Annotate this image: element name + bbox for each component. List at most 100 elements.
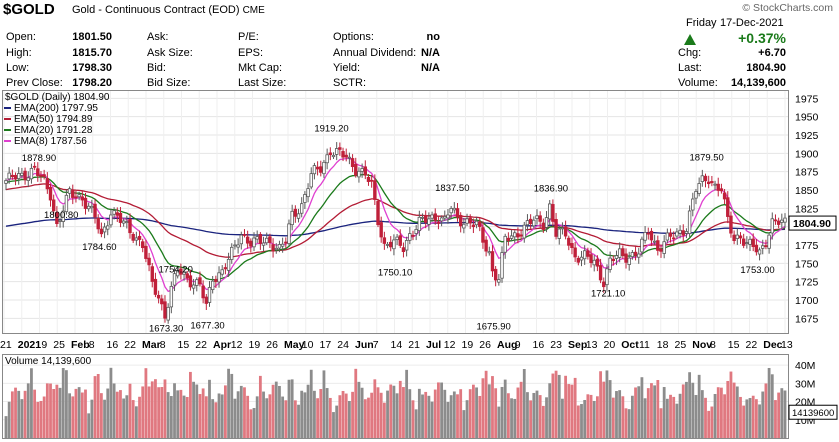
candle-body [735,234,740,239]
candle-body [493,268,498,281]
candle-body [776,220,781,225]
volume-bar [351,391,354,438]
price-annotation: 1837.50 [435,183,469,194]
volume-bar [10,391,14,438]
candle-body [783,217,787,223]
volume-bar [665,398,669,438]
volume-bar [704,397,707,438]
x-tick-label: 16 [107,339,119,351]
volume-bar [707,410,711,438]
quote-label: Low: [6,62,30,74]
volume-bar [386,390,389,438]
candle-body [128,219,132,234]
candle-body [118,212,123,223]
volume-bar [61,368,65,438]
x-tick-label: 13 [586,339,598,351]
volume-bar [551,373,555,438]
volume-bar [131,400,135,438]
volume-bar [42,396,46,438]
candle-body [576,257,581,263]
candle-body [586,250,590,257]
volume-bar [500,386,504,438]
volume-bar [694,395,698,438]
x-tick-label: 24 [337,339,349,351]
candle-body [557,228,561,239]
candle-body [741,238,746,246]
quote-label: Ask: [147,31,169,43]
volume-bar [541,405,545,438]
quote-label: Ask Size: [147,47,193,59]
volume-bar [293,400,297,438]
x-tick-label: 25 [53,339,65,351]
candle-body [274,247,278,251]
candle-body [757,249,762,255]
volume-bar [141,386,145,438]
candle-body [532,219,536,227]
quote-value: 1804.90 [746,62,786,74]
candle-body [280,243,285,247]
x-tick-label: 18 [657,339,669,351]
volume-bar [605,370,609,438]
y-tick-label: 1750 [795,258,819,270]
volume-bar [484,370,488,438]
volume-bar [163,379,167,438]
volume-bar [300,390,304,438]
symbol-description: Gold - Continuous Contract (EOD) CME [72,4,265,16]
volume-bar [147,386,151,438]
candle-body [560,227,565,230]
x-tick-label: 21 [0,339,12,351]
volume-bar [443,389,447,438]
volume-bar [446,401,450,438]
volume-bar [700,390,704,438]
x-tick-label: 11 [639,339,650,351]
volume-bar [392,385,396,438]
volume-bar [433,389,437,438]
volume-bar [236,391,240,438]
x-tick-label: 8 [710,339,716,351]
candle-body [684,231,689,234]
candle-body [449,208,453,214]
candle-body [277,244,282,249]
candle-body [404,240,409,251]
candle-body [214,278,218,282]
x-tick-label: 13 [781,339,793,351]
candle-body [662,241,666,254]
volume-bar [360,387,364,438]
candle-body [71,190,75,198]
volume-bar [233,398,237,438]
candle-body [627,257,631,265]
volume-bar [290,379,294,438]
candle-body [185,273,189,279]
price-annotation: 1677.30 [190,321,224,332]
candle-body [573,247,577,258]
candle-body [334,148,339,155]
candle-body [296,213,301,219]
quote-label: Options: [333,31,374,43]
candle-body [503,235,507,253]
candle-body [563,226,568,237]
quote-label: Last Size: [238,77,287,89]
volume-bar [758,404,761,438]
candle-body [646,232,650,235]
volume-bar [669,394,672,438]
description-text: Gold - Continuous Contract (EOD) [72,4,240,16]
volume-bar [783,390,787,438]
quote-label: SCTR: [333,77,366,89]
candle-body [102,226,107,233]
volume-bar [688,372,692,438]
volume-bar [262,391,265,438]
candle-body [652,240,657,243]
candle-body [443,216,447,219]
candle-body [290,210,294,226]
volume-bar [189,371,192,438]
volume-bar [634,387,637,438]
candle-body [271,244,275,252]
volume-bar [405,369,409,438]
candle-body [239,234,243,245]
legend-entry: EMA(200) 1797.95 [14,103,98,114]
quote-label: EPS: [238,47,264,59]
candle-body [99,228,104,235]
volume-bar [112,383,116,438]
volume-bar [650,383,653,438]
candle-body [598,265,603,281]
